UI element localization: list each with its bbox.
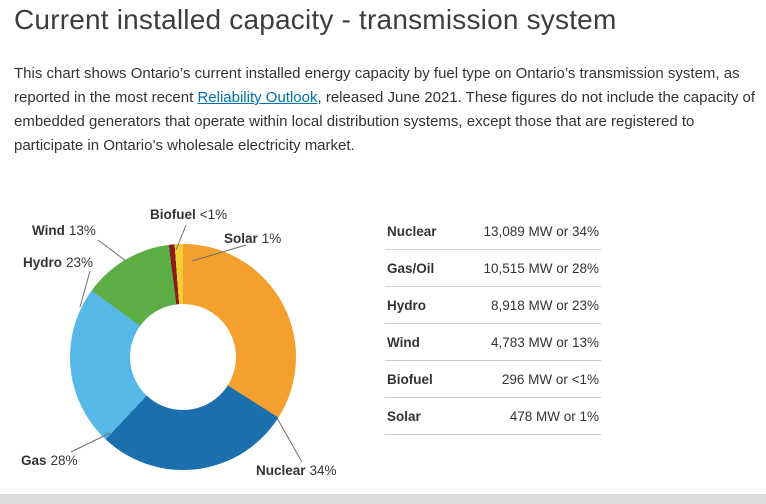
intro-text-after-link: , released June 2021. These figures do n… bbox=[14, 89, 756, 154]
row-label: Hydro bbox=[387, 298, 427, 313]
chart-label-nuclear-pct: 34% bbox=[309, 463, 337, 478]
donut-hole bbox=[130, 304, 236, 410]
chart-label-solar: Solar 1% bbox=[224, 231, 281, 246]
chart-label-wind: Wind 13% bbox=[32, 223, 96, 238]
chart-label-biofuel-name: Biofuel bbox=[150, 207, 196, 222]
row-label: Solar bbox=[387, 409, 421, 424]
chart-label-nuclear-name: Nuclear bbox=[256, 463, 306, 478]
table-row: Solar 478 MW or 1% bbox=[385, 398, 601, 435]
bottom-divider bbox=[0, 494, 766, 504]
row-label: Biofuel bbox=[387, 372, 433, 387]
chart-label-gas: Gas 28% bbox=[21, 453, 78, 468]
chart-label-wind-pct: 13% bbox=[68, 223, 96, 238]
chart-label-hydro-name: Hydro bbox=[23, 255, 63, 270]
capacity-chart-figure: Biofuel <1% Solar 1% Wind 13% Hydro 23% Gas 2… bbox=[14, 205, 752, 495]
chart-label-biofuel-pct: <1% bbox=[199, 207, 228, 222]
table-row: Wind 4,783 MW or 13% bbox=[385, 324, 601, 361]
row-value: 296 MW or <1% bbox=[501, 372, 599, 387]
row-value: 8,918 MW or 23% bbox=[490, 298, 599, 313]
intro-text-before-link: This chart shows Ontario’s current insta… bbox=[14, 65, 740, 106]
table-row: Nuclear 13,089 MW or 34% bbox=[385, 213, 601, 250]
table-row: Biofuel 296 MW or <1% bbox=[385, 361, 601, 398]
row-value: 13,089 MW or 34% bbox=[483, 224, 599, 239]
leader-line-nuclear bbox=[276, 417, 303, 463]
row-value: 10,515 MW or 28% bbox=[483, 261, 599, 276]
donut-chart[interactable] bbox=[70, 244, 296, 470]
chart-label-hydro-pct: 23% bbox=[66, 255, 94, 270]
leader-line-wind bbox=[97, 239, 127, 262]
chart-label-solar-pct: 1% bbox=[261, 231, 282, 246]
chart-label-solar-name: Solar bbox=[224, 231, 258, 246]
reliability-outlook-link[interactable]: Reliability Outlook bbox=[197, 89, 318, 106]
chart-label-hydro: Hydro 23% bbox=[23, 255, 93, 270]
capacity-table: Nuclear 13,089 MW or 34% Gas/Oil 10,515 … bbox=[385, 213, 601, 435]
row-value: 478 MW or 1% bbox=[509, 409, 599, 424]
table-row: Hydro 8,918 MW or 23% bbox=[385, 287, 601, 324]
row-label: Wind bbox=[387, 335, 420, 350]
chart-label-wind-name: Wind bbox=[32, 223, 65, 238]
row-label: Gas/Oil bbox=[387, 261, 435, 276]
row-label: Nuclear bbox=[387, 224, 437, 239]
intro-paragraph: This chart shows Ontario’s current insta… bbox=[14, 62, 756, 158]
chart-label-gas-name: Gas bbox=[21, 453, 47, 468]
table-row: Gas/Oil 10,515 MW or 28% bbox=[385, 250, 601, 287]
chart-label-biofuel: Biofuel <1% bbox=[150, 207, 227, 222]
chart-label-gas-pct: 28% bbox=[50, 453, 78, 468]
page-title: Current installed capacity - transmissio… bbox=[14, 4, 617, 35]
row-value: 4,783 MW or 13% bbox=[490, 335, 599, 350]
chart-label-nuclear: Nuclear 34% bbox=[256, 463, 337, 478]
